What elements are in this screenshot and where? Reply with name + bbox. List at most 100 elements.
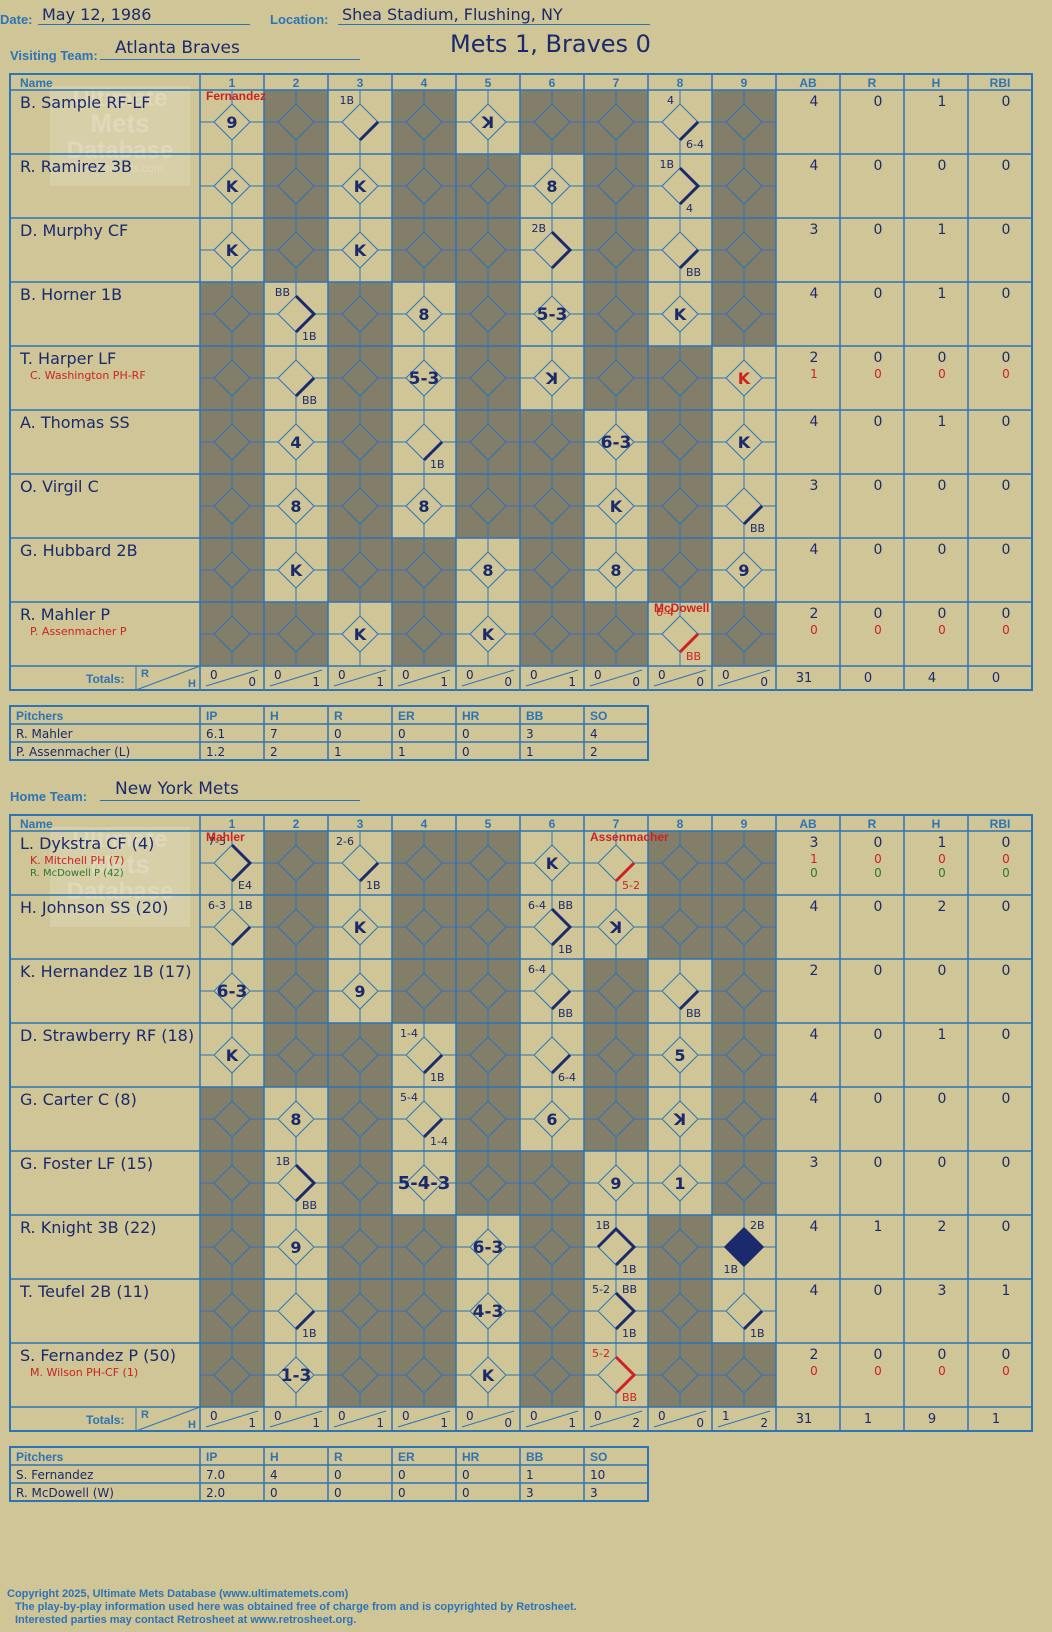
player-stat: 0 — [874, 158, 883, 174]
inning-runs: 0 — [658, 1409, 666, 1423]
player-name: G. Hubbard 2B — [20, 541, 138, 560]
play-result: 5-3 — [537, 305, 568, 325]
player-stat: 0 — [874, 478, 883, 494]
base-diamond — [213, 844, 251, 882]
totals-slash — [135, 665, 201, 691]
pitcher-stat: 0 — [398, 1486, 406, 1500]
baserunning-path — [358, 120, 380, 142]
location-underline — [338, 24, 650, 25]
pitcher-stat: 7.0 — [206, 1468, 225, 1482]
pitcher-stat: 0 — [462, 1486, 470, 1500]
totals-label: Totals: — [86, 1413, 124, 1427]
pitcher-stat: 3 — [526, 727, 534, 741]
player-stat: 0 — [938, 478, 947, 494]
pitcher-stat: 3 — [590, 1486, 598, 1500]
watermark-backdrop — [50, 86, 190, 186]
play-result: 8 — [418, 305, 429, 324]
player-stat: 1 — [1002, 1283, 1011, 1299]
grid-border — [9, 73, 1033, 691]
player-stat: 0 — [874, 94, 883, 110]
totals-slash — [135, 1406, 201, 1432]
player-stat: 0 — [1002, 1347, 1011, 1363]
inning-runs: 0 — [530, 668, 538, 682]
play-note: 6-3 — [208, 899, 226, 912]
play-result: K — [482, 1366, 495, 1385]
base-diamond — [725, 487, 763, 525]
player-stat: 0 — [1002, 350, 1011, 366]
watermark-url: ultimatemets.com — [77, 163, 163, 175]
player-stat: 0 — [938, 1155, 947, 1171]
play-result: 6-3 — [217, 982, 248, 1002]
player-stat: 0 — [874, 222, 883, 238]
play-result: ꓘ — [609, 918, 622, 937]
player-stat: 0 — [1002, 414, 1011, 430]
sub-stat: 0 — [874, 1364, 882, 1378]
player-stat: 1 — [938, 94, 947, 110]
pitcher-stat: 0 — [462, 1468, 470, 1482]
totals-slash — [397, 669, 451, 687]
pitcher-stat: 0 — [398, 727, 406, 741]
player-name: S. Fernandez P (50) — [20, 1346, 176, 1365]
watermark-word: Mets — [90, 849, 149, 879]
inning-hits: 1 — [440, 1416, 448, 1430]
play-note: E4 — [238, 879, 252, 892]
play-result: K — [226, 177, 239, 196]
sub-stat: 0 — [938, 852, 946, 866]
base-diamond — [597, 1292, 635, 1330]
run-scored-diamond — [723, 1226, 765, 1268]
pitchers-header: ER — [398, 709, 415, 723]
player-stat: 0 — [874, 1091, 883, 1107]
play-note: 5-2 — [592, 1347, 610, 1360]
base-diamond — [725, 1292, 763, 1330]
inning-runs: 0 — [274, 668, 282, 682]
play-note: 5-4 — [400, 1091, 418, 1104]
player-name: K. Hernandez 1B (17) — [20, 962, 192, 981]
totals-slash — [205, 669, 259, 687]
play-result: K — [674, 305, 687, 324]
substitute-name: P. Assenmacher P — [30, 625, 127, 638]
watermark-word: Database — [67, 137, 174, 164]
sub-stat: 0 — [1002, 1364, 1010, 1378]
base-diamond — [277, 1164, 315, 1202]
team-total-stat: 0 — [992, 671, 1000, 686]
inning-runs: 0 — [722, 668, 730, 682]
player-stat: 0 — [938, 542, 947, 558]
sub-stat: 0 — [1002, 852, 1010, 866]
play-result: ꓘ — [481, 113, 494, 132]
col-header-inning: 5 — [485, 76, 492, 90]
substitute-name: R. McDowell P (42) — [30, 868, 124, 879]
player-stat: 1 — [938, 222, 947, 238]
pitcher-stat: 1 — [526, 1468, 534, 1482]
inning-runs: 0 — [210, 1409, 218, 1423]
base-diamond — [661, 167, 699, 205]
play-note: 4 — [686, 202, 693, 215]
play-note: 1B — [339, 94, 354, 107]
inning-runs: 0 — [594, 668, 602, 682]
base-diamond — [533, 972, 571, 1010]
pitchers-header: H — [270, 709, 279, 723]
totals-slash — [589, 1410, 643, 1428]
baserunning-path — [614, 861, 636, 883]
pitchers-header: R — [334, 709, 343, 723]
retrosheet-contact: Interested parties may contact Retroshee… — [15, 1614, 357, 1626]
col-header-name: Name — [20, 817, 53, 831]
player-stat: 4 — [810, 286, 819, 302]
player-stat: 0 — [1002, 1155, 1011, 1171]
inning-hits: 1 — [312, 675, 320, 689]
sub-stat: 0 — [1002, 866, 1010, 880]
player-stat: 4 — [810, 414, 819, 430]
sub-stat: 0 — [1002, 367, 1010, 381]
totals-slash — [205, 1410, 259, 1428]
date-underline — [38, 24, 250, 25]
inning-runs: 0 — [658, 668, 666, 682]
pitchers-header: H — [270, 1450, 279, 1464]
play-note: 1B — [238, 899, 253, 912]
totals-slash — [461, 669, 515, 687]
team-total-stat: 9 — [928, 1412, 936, 1427]
retrosheet-notice: The play-by-play information used here w… — [15, 1601, 577, 1613]
pitcher-stat: 1 — [398, 745, 406, 759]
baserunning-path — [422, 1117, 444, 1139]
play-note: BB — [302, 394, 317, 407]
player-stat: 2 — [810, 1347, 819, 1363]
